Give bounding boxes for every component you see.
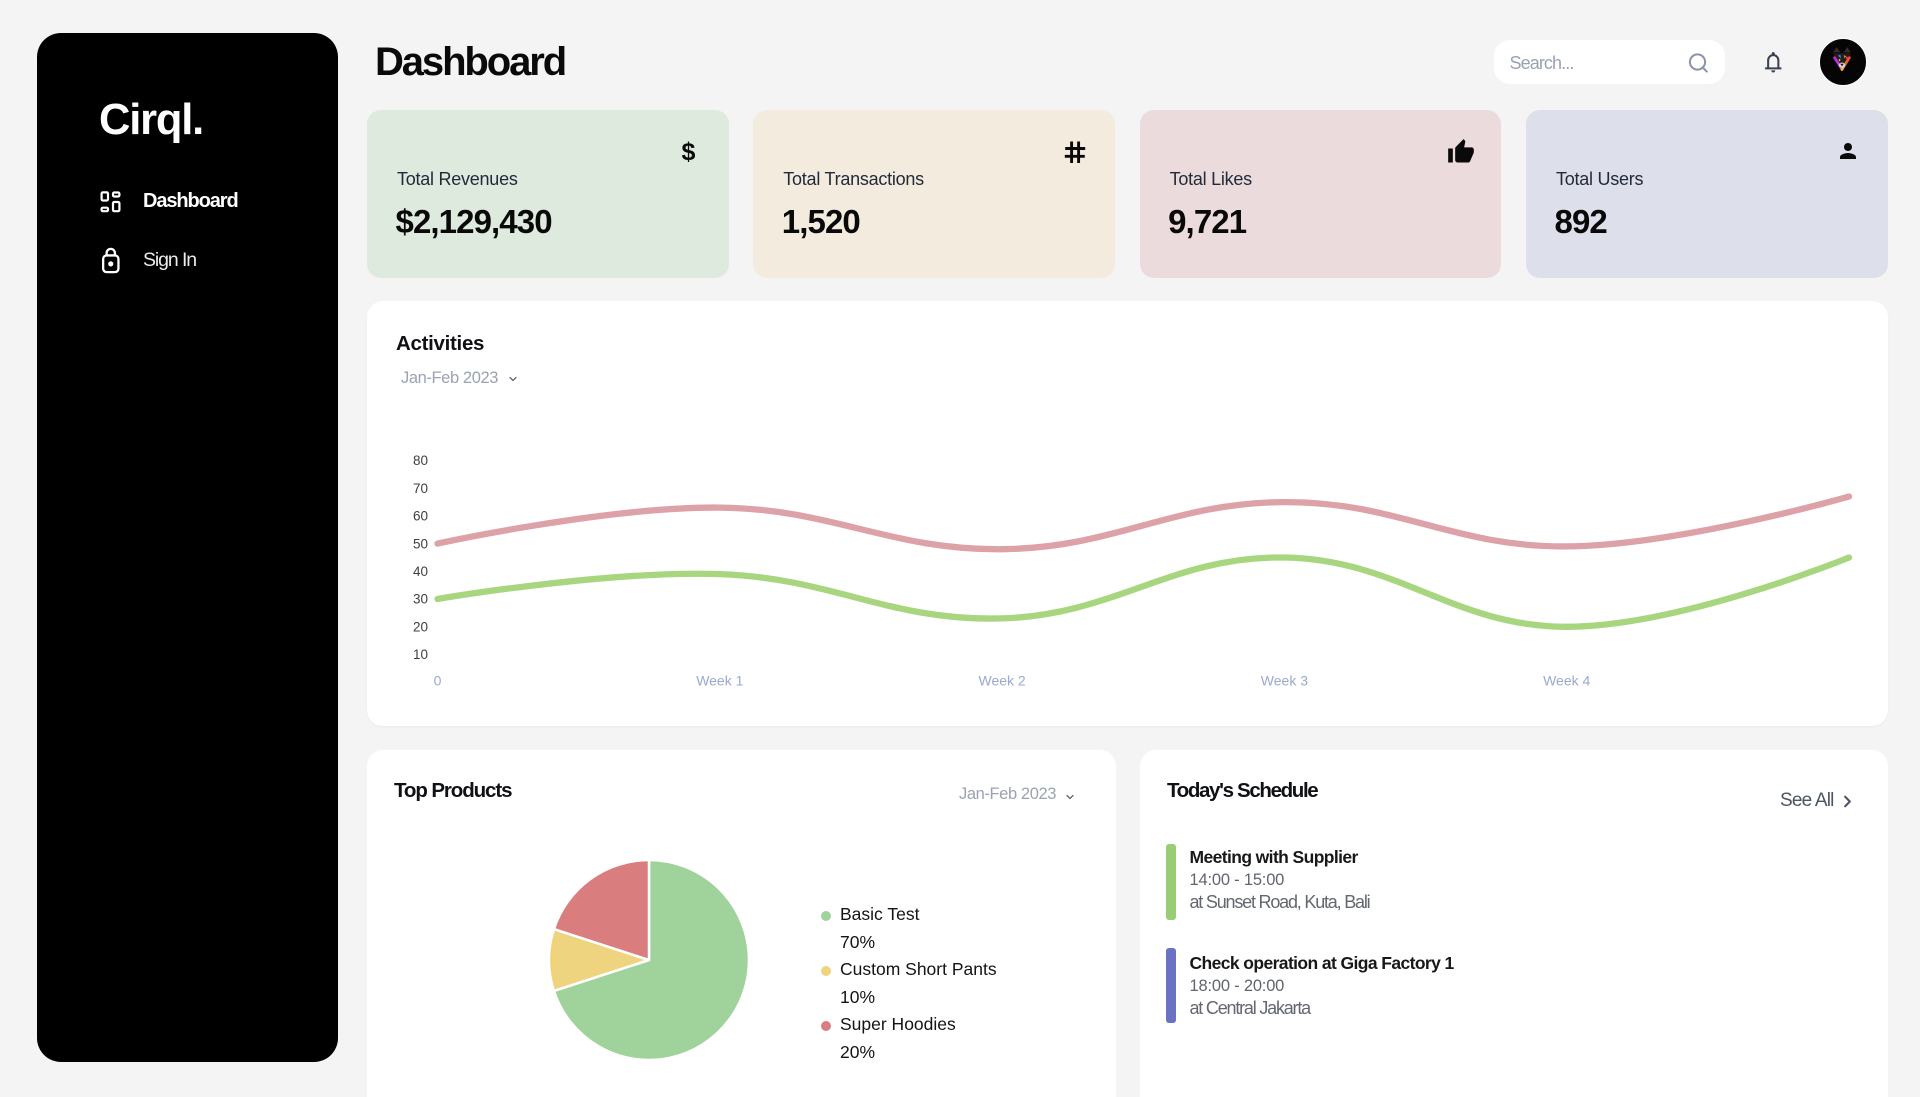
svg-text:60: 60 (413, 509, 428, 524)
svg-text:Week 1: Week 1 (696, 673, 743, 689)
svg-text:30: 30 (413, 592, 428, 607)
svg-text:0: 0 (434, 673, 442, 689)
svg-text:Week 4: Week 4 (1543, 673, 1590, 689)
svg-text:50: 50 (413, 536, 428, 551)
svg-text:20: 20 (413, 619, 428, 634)
svg-text:10: 10 (413, 647, 428, 662)
svg-text:40: 40 (413, 564, 428, 579)
svg-text:Week 3: Week 3 (1261, 673, 1308, 689)
svg-text:Week 2: Week 2 (978, 673, 1025, 689)
svg-text:70: 70 (413, 481, 428, 496)
svg-text:80: 80 (413, 453, 428, 468)
